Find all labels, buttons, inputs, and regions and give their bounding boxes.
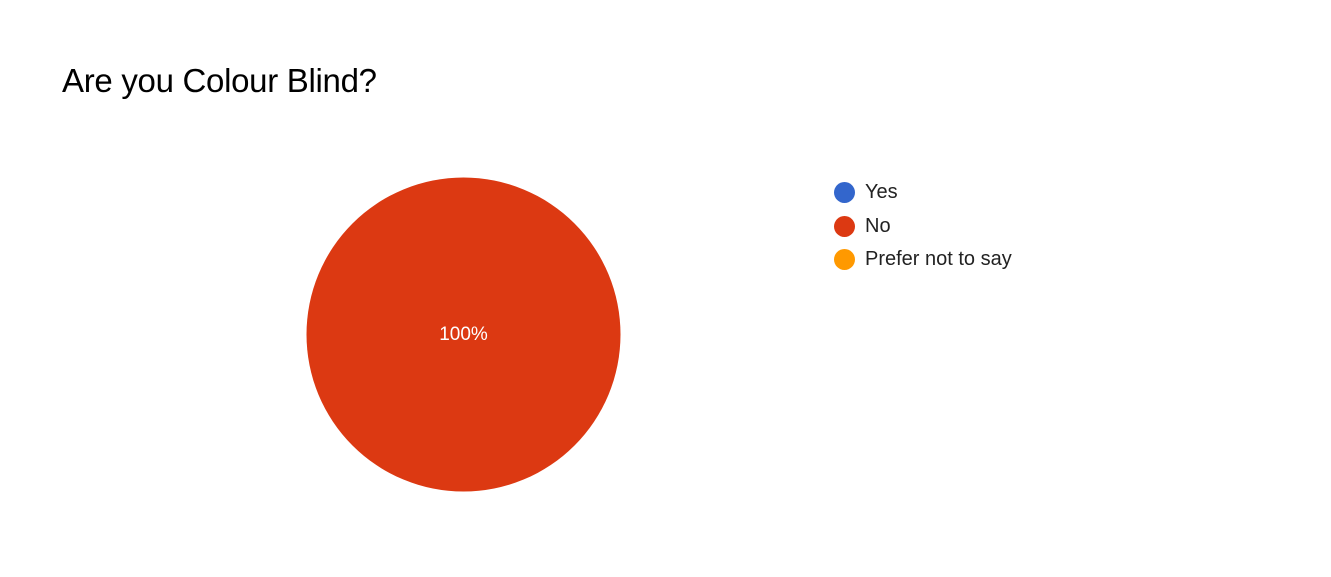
legend-label-prefer-not-to-say: Prefer not to say [865,248,1012,271]
pie-slice-no [306,177,621,492]
legend-item-yes: Yes [834,176,1012,210]
legend-label-no: No [865,214,891,237]
legend-swatch-prefer-not-to-say [834,249,855,271]
pie-slice-label-no: 100% [439,324,488,345]
legend-swatch-yes [834,182,855,204]
legend-item-no: No [834,210,1012,244]
legend: Yes No Prefer not to say [834,176,1012,277]
legend-item-prefer-not-to-say: Prefer not to say [834,243,1012,277]
legend-swatch-no [834,215,855,237]
legend-label-yes: Yes [865,181,898,204]
chart-title: Are you Colour Blind? [62,62,377,99]
